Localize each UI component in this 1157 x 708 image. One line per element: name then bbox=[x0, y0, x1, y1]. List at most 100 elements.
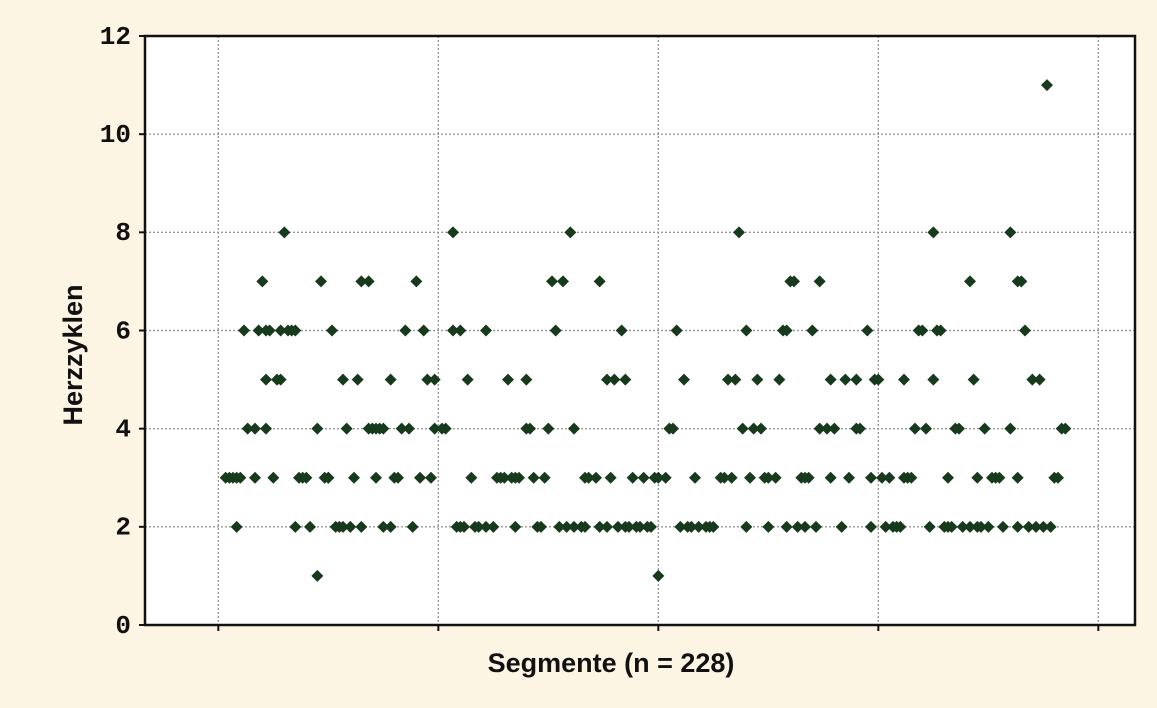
data-point bbox=[520, 373, 533, 386]
data-point bbox=[898, 373, 910, 386]
data-point bbox=[322, 471, 335, 484]
data-point bbox=[403, 422, 415, 435]
data-point bbox=[692, 520, 705, 533]
data-point bbox=[747, 422, 760, 435]
data-point bbox=[414, 471, 426, 484]
data-point bbox=[417, 324, 430, 337]
data-point bbox=[876, 471, 888, 484]
data-point bbox=[612, 520, 624, 533]
data-point bbox=[1026, 373, 1039, 386]
data-point bbox=[311, 422, 324, 435]
data-point bbox=[971, 471, 984, 484]
data-point bbox=[806, 324, 819, 337]
data-point bbox=[487, 520, 500, 533]
data-point bbox=[685, 520, 698, 533]
data-point bbox=[736, 422, 749, 435]
data-point bbox=[582, 471, 595, 484]
data-point bbox=[461, 373, 474, 386]
data-point bbox=[274, 324, 287, 337]
data-point bbox=[304, 520, 316, 533]
data-point bbox=[480, 520, 492, 533]
data-point bbox=[249, 471, 261, 484]
data-point bbox=[964, 520, 976, 533]
data-point bbox=[355, 520, 368, 533]
data-point bbox=[865, 520, 877, 533]
data-point bbox=[780, 520, 793, 533]
data-point bbox=[604, 471, 617, 484]
data-point bbox=[916, 324, 929, 337]
data-point bbox=[472, 520, 485, 533]
data-point bbox=[791, 520, 804, 533]
data-point bbox=[447, 324, 459, 337]
data-point bbox=[813, 275, 826, 288]
data-point bbox=[964, 275, 976, 288]
data-point bbox=[579, 520, 591, 533]
data-point bbox=[421, 373, 434, 386]
data-point bbox=[927, 373, 940, 386]
data-point bbox=[993, 471, 1006, 484]
data-point bbox=[802, 471, 815, 484]
data-point bbox=[1011, 520, 1024, 533]
data-point bbox=[1019, 324, 1031, 337]
data-point bbox=[447, 226, 459, 239]
data-point bbox=[927, 226, 940, 239]
data-point bbox=[527, 471, 540, 484]
data-point bbox=[326, 324, 338, 337]
data-point bbox=[337, 373, 349, 386]
y-tick-label: 0 bbox=[115, 611, 131, 641]
data-point bbox=[348, 471, 360, 484]
data-point bbox=[384, 520, 397, 533]
data-point bbox=[252, 324, 265, 337]
data-point bbox=[1059, 422, 1072, 435]
data-point bbox=[568, 520, 580, 533]
data-point bbox=[311, 569, 324, 582]
y-tick-label: 10 bbox=[100, 120, 131, 150]
data-point bbox=[718, 471, 731, 484]
data-point bbox=[773, 373, 786, 386]
data-point bbox=[267, 471, 280, 484]
data-point bbox=[905, 471, 918, 484]
data-point bbox=[645, 520, 657, 533]
y-tick-label: 12 bbox=[100, 22, 131, 52]
data-point bbox=[502, 373, 514, 386]
data-point bbox=[659, 471, 672, 484]
data-point bbox=[601, 373, 613, 386]
data-point bbox=[934, 324, 947, 337]
data-point bbox=[230, 520, 243, 533]
data-point bbox=[835, 520, 848, 533]
data-point bbox=[1015, 275, 1028, 288]
data-point bbox=[608, 373, 621, 386]
data-point bbox=[850, 373, 863, 386]
data-point bbox=[667, 422, 679, 435]
y-tick-label: 8 bbox=[115, 218, 131, 248]
data-point bbox=[234, 471, 247, 484]
data-point bbox=[241, 422, 254, 435]
data-point bbox=[725, 471, 738, 484]
data-point bbox=[399, 324, 412, 337]
data-point bbox=[439, 422, 452, 435]
data-point bbox=[729, 373, 742, 386]
data-point bbox=[480, 324, 492, 337]
data-point bbox=[942, 471, 954, 484]
data-point bbox=[813, 422, 826, 435]
data-point bbox=[593, 275, 606, 288]
data-point bbox=[623, 520, 635, 533]
data-point bbox=[956, 520, 969, 533]
data-point bbox=[355, 275, 368, 288]
data-point bbox=[315, 275, 327, 288]
data-point bbox=[824, 373, 837, 386]
data-point bbox=[564, 226, 577, 239]
data-point bbox=[722, 373, 734, 386]
data-point bbox=[1011, 471, 1024, 484]
data-point bbox=[260, 373, 272, 386]
data-point bbox=[274, 373, 287, 386]
data-point bbox=[1044, 520, 1057, 533]
data-point bbox=[652, 569, 665, 582]
data-point bbox=[707, 520, 720, 533]
data-point bbox=[945, 520, 958, 533]
data-point bbox=[1052, 471, 1064, 484]
data-point bbox=[615, 324, 628, 337]
data-point bbox=[542, 422, 555, 435]
data-point bbox=[843, 471, 855, 484]
data-point bbox=[975, 520, 987, 533]
